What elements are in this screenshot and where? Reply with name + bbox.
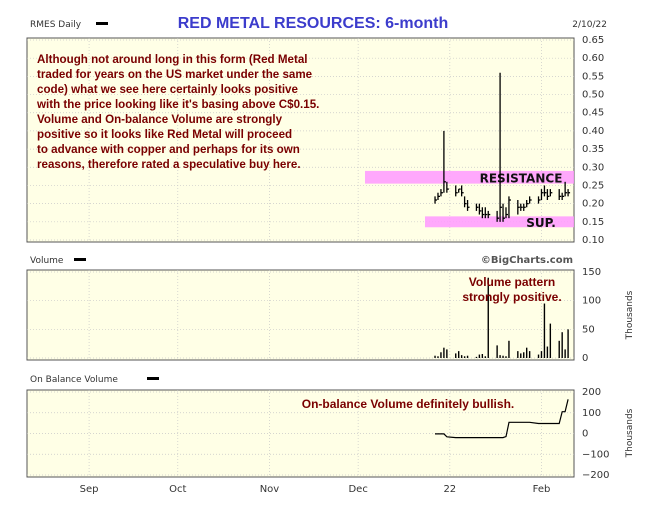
volume-tick-1: 100 <box>582 296 601 307</box>
obv-title: On Balance Volume <box>30 375 118 385</box>
price-tick-6: 0.35 <box>582 144 604 155</box>
price-tick-4: 0.45 <box>582 108 604 119</box>
obv-tick-3: −100 <box>582 449 609 460</box>
obv-tick-0: 200 <box>582 387 601 398</box>
volume-annotation-line-1: strongly positive. <box>462 290 561 304</box>
band-label-0: RESISTANCE <box>480 171 563 185</box>
x-tick-3: Dec <box>348 484 367 495</box>
price-tick-2: 0.55 <box>582 71 604 82</box>
ticker-label: RMES Daily <box>30 20 82 30</box>
obv-tick-2: 0 <box>582 429 588 440</box>
volume-yticks: 150 100 50 0 <box>582 267 601 364</box>
x-tick-5: Feb <box>533 484 551 495</box>
volume-tick-2: 50 <box>582 324 595 335</box>
x-tick-2: Nov <box>260 484 280 495</box>
volume-tick-0: 150 <box>582 267 601 278</box>
band-0 <box>365 170 574 184</box>
annotation-line-4: Volume and On-balance Volume are strongl… <box>37 113 283 126</box>
volume-title: Volume <box>30 256 64 266</box>
price-tick-7: 0.30 <box>582 162 604 173</box>
obv-ylabel: Thousands <box>625 408 635 458</box>
volume-tick-3: 0 <box>582 353 588 364</box>
volume-ylabel: Thousands <box>625 290 635 340</box>
price-tick-11: 0.10 <box>582 235 604 246</box>
obv-grid <box>27 390 574 477</box>
x-tick-1: Oct <box>169 484 186 495</box>
price-tick-0: 0.65 <box>582 35 604 46</box>
annotation-line-6: to advance with copper and perhaps for i… <box>37 143 300 156</box>
volume-bars <box>434 277 569 358</box>
x-tick-0: Sep <box>80 484 99 495</box>
date-label: 2/10/22 <box>572 20 607 30</box>
credit-label: ©BigCharts.com <box>481 255 573 266</box>
volume-panel <box>26 269 575 361</box>
price-yticks: 0.65 0.60 0.55 0.50 0.45 0.40 0.35 0.30 0.25 0.20… <box>582 35 604 246</box>
obv-line <box>435 399 569 439</box>
page-title: RED METAL RESOURCES: 6-month <box>178 15 449 32</box>
annotation-line-0: Although not around long in this form (R… <box>37 53 308 66</box>
annotation-line-1: traded for years on the US market under … <box>37 68 313 81</box>
price-tick-3: 0.50 <box>582 90 604 101</box>
price-tick-10: 0.15 <box>582 217 604 228</box>
obv-yticks: 200 100 0 −100 −200 <box>582 387 609 481</box>
obv-annotation-line-0: On-balance Volume definitely bullish. <box>302 397 514 411</box>
x-tick-labels: Sep Oct Nov Dec 22 Feb <box>80 484 551 495</box>
price-annotation: Although not around long in this form (R… <box>36 53 319 171</box>
obv-line-group <box>435 399 569 439</box>
volume-legend-swatch <box>74 258 86 261</box>
price-tick-8: 0.25 <box>582 180 604 191</box>
annotation-line-5: positive so it looks like Red Metal will… <box>37 128 292 141</box>
price-tick-1: 0.60 <box>582 53 604 64</box>
obv-annotation: On-balance Volume definitely bullish. <box>302 397 514 411</box>
ticker-legend-swatch <box>96 22 108 25</box>
volume-annotation-line-0: Volume pattern <box>469 275 555 289</box>
x-tick-4: 22 <box>443 484 456 495</box>
annotation-line-7: reasons, therefore rated a speculative b… <box>37 158 301 171</box>
annotation-line-3: with the price looking like it's basing … <box>36 98 319 111</box>
price-tick-9: 0.20 <box>582 199 604 210</box>
price-grid <box>27 38 574 242</box>
annotation-line-2: code) what we see here certainly looks p… <box>37 83 299 96</box>
obv-tick-1: 100 <box>582 408 601 419</box>
price-tick-5: 0.40 <box>582 126 604 137</box>
price-bars <box>434 72 571 222</box>
obv-tick-4: −200 <box>582 470 609 481</box>
volume-grid <box>27 270 574 360</box>
obv-legend-swatch <box>147 377 159 380</box>
band-label-1: SUP. <box>526 216 556 230</box>
